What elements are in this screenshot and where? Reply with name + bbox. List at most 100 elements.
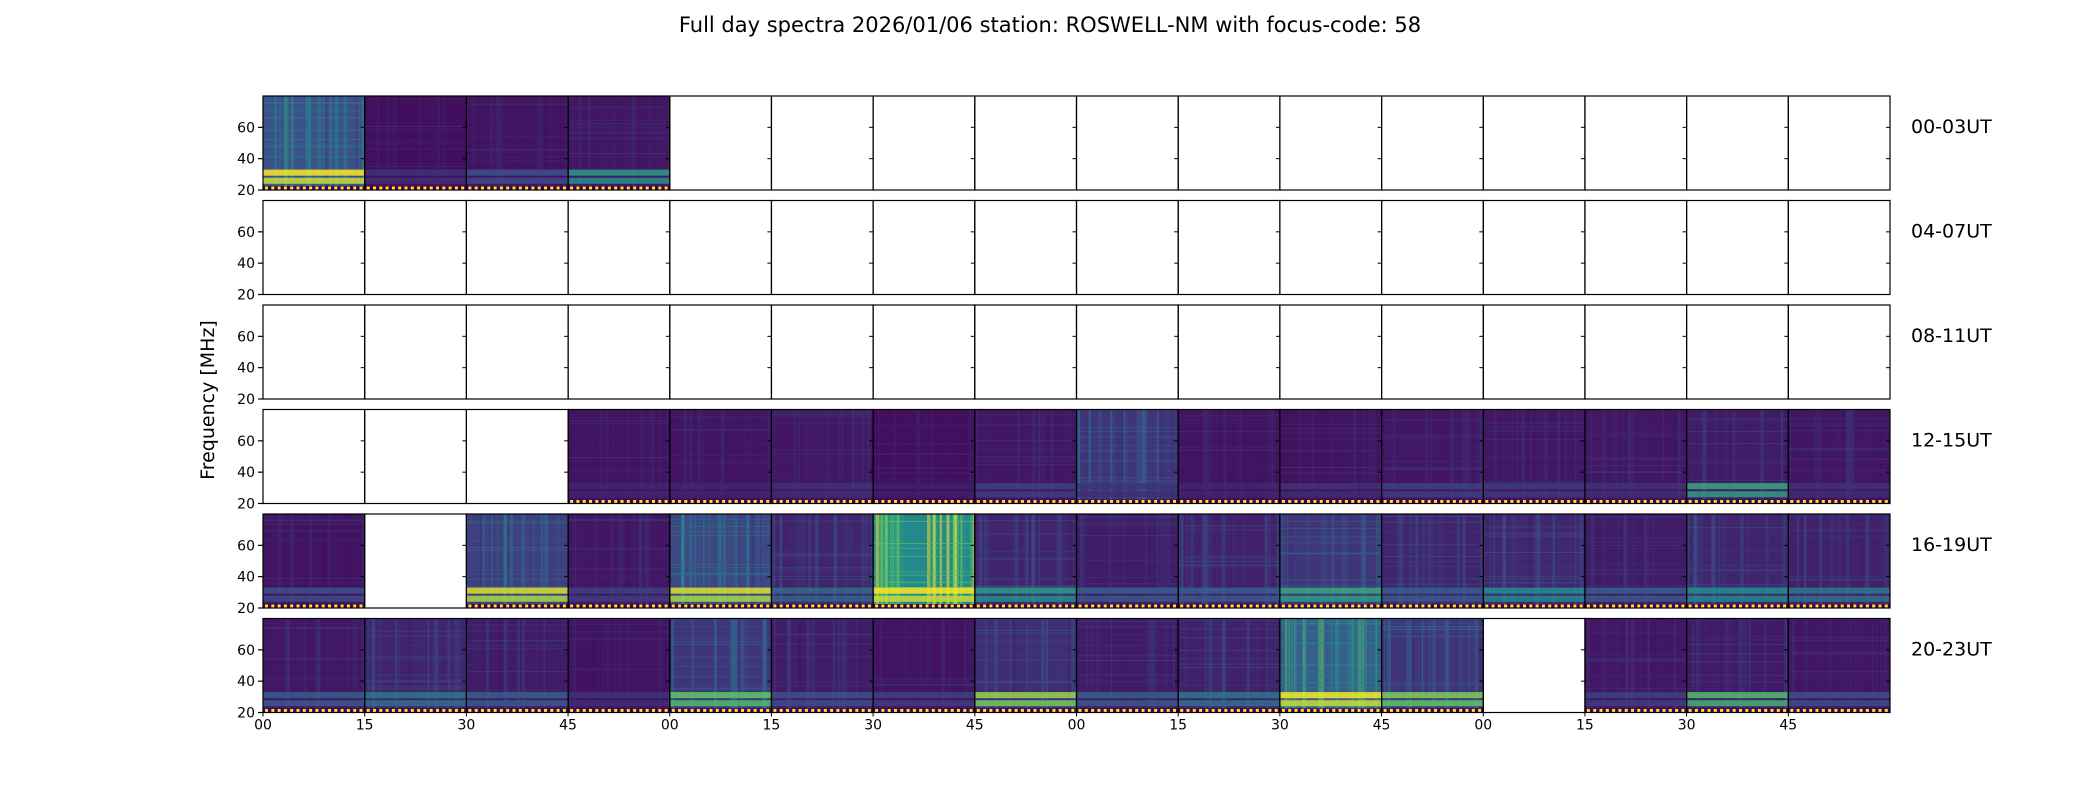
spectrum-streak: [1102, 618, 1107, 713]
band-upper: [1076, 483, 1179, 490]
spectrum-streak: [1386, 618, 1391, 713]
spectrum-streak: [1271, 409, 1274, 504]
marker-dash: [1014, 604, 1018, 608]
marker-dash: [1834, 709, 1838, 712]
spectrum-streak: [1624, 409, 1629, 504]
marker-dash: [912, 709, 916, 712]
marker-dash: [328, 186, 331, 190]
spectrum-streak: [767, 409, 771, 504]
marker-dash: [696, 500, 700, 503]
spectrum-streak: [278, 514, 283, 608]
spectrum-line: [1788, 418, 1890, 420]
spectrum-streak: [930, 409, 934, 504]
y-tick-label: 60: [237, 120, 255, 136]
spectrum-streak: [330, 618, 332, 713]
marker-strip: [974, 604, 1077, 608]
spectrum-streak: [1689, 409, 1693, 504]
spectrum-streak: [714, 618, 717, 713]
marker-dash: [290, 186, 294, 190]
band-upper: [974, 692, 1077, 699]
spectrum-streak: [1085, 409, 1088, 504]
panel-frame: [1787, 199, 1891, 296]
panel-frame: [669, 199, 773, 296]
marker-dash: [366, 186, 370, 190]
marker-dash: [766, 500, 770, 503]
spectrum-streak: [626, 514, 630, 608]
spectrum-streak: [994, 618, 997, 713]
spectrum-streak: [1450, 409, 1453, 504]
marker-dash: [925, 604, 929, 608]
panel-frame: [1482, 304, 1586, 400]
spectrum-streak: [887, 409, 891, 504]
spectrum-line: [1686, 565, 1789, 567]
marker-dash: [290, 709, 294, 712]
panels-layer: [263, 96, 1890, 713]
marker-dash: [385, 709, 389, 712]
spectrum-line: [568, 623, 670, 625]
marker-dash: [398, 709, 402, 712]
marker-dash: [1434, 709, 1437, 712]
marker-dash: [1783, 709, 1787, 712]
marker-dash: [1681, 500, 1685, 503]
marker-dash: [271, 186, 275, 190]
marker-strip: [974, 499, 1077, 504]
spectrum-line: [568, 417, 670, 419]
marker-strip: [568, 186, 670, 190]
band-upper: [1584, 587, 1687, 594]
spectrum-line: [669, 465, 772, 467]
marker-dash: [1523, 604, 1526, 608]
marker-dash: [1828, 500, 1832, 503]
spectrum-streak: [983, 514, 987, 608]
marker-dash: [1281, 604, 1285, 608]
marker-dash: [645, 500, 649, 503]
panel-frame: [1075, 304, 1179, 400]
spectrum-line: [1483, 576, 1585, 578]
spectrum-line: [1279, 682, 1382, 684]
marker-dash: [315, 186, 319, 190]
spectrum-line: [568, 136, 670, 138]
marker-dash: [728, 709, 732, 712]
spectrum-line: [1178, 565, 1280, 567]
spectrum-line: [1584, 471, 1687, 473]
marker-dash: [1033, 709, 1037, 712]
spectrum-streak: [840, 409, 845, 504]
spectrum-panel: [364, 618, 467, 713]
spectrum-streak: [1724, 618, 1728, 713]
spectrum-streak: [1201, 618, 1205, 713]
spectrum-streak: [810, 618, 814, 713]
spectrum-line: [1381, 447, 1484, 449]
spectrum-line: [466, 540, 569, 542]
marker-dash: [601, 604, 605, 608]
marker-dash: [912, 604, 916, 608]
spectrum-line: [1686, 635, 1789, 637]
spectrum-line: [1686, 569, 1789, 571]
band-lower: [1686, 595, 1789, 602]
marker-dash: [1440, 500, 1444, 503]
spectrum-streak: [832, 618, 837, 713]
marker-dash: [887, 500, 891, 503]
marker-dash: [1605, 709, 1609, 712]
spectrum-streak: [966, 409, 968, 504]
marker-strip: [873, 499, 975, 504]
spectrum-streak: [1623, 514, 1628, 608]
marker-dash: [1110, 500, 1113, 503]
spectrum-line: [1076, 480, 1179, 482]
marker-dash: [302, 709, 306, 712]
spectrum-streak: [1766, 514, 1769, 608]
marker-strip: [1483, 499, 1585, 504]
spectrum-streak: [315, 618, 317, 713]
spectrum-streak: [1477, 409, 1480, 504]
marker-dash: [969, 604, 973, 608]
marker-dash: [944, 604, 948, 608]
spectrum-panel: [1788, 409, 1890, 504]
spectrum-streak: [1675, 514, 1679, 608]
marker-dash: [1809, 604, 1813, 608]
spectrum-line: [873, 581, 975, 583]
band-lower: [1279, 595, 1382, 602]
marker-dash: [1326, 500, 1329, 503]
spectrum-streak: [843, 618, 847, 713]
marker-dash: [1701, 709, 1705, 712]
spectrum-line: [364, 140, 467, 142]
spectrum-line: [1076, 660, 1179, 661]
spectrum-streak: [638, 514, 643, 608]
